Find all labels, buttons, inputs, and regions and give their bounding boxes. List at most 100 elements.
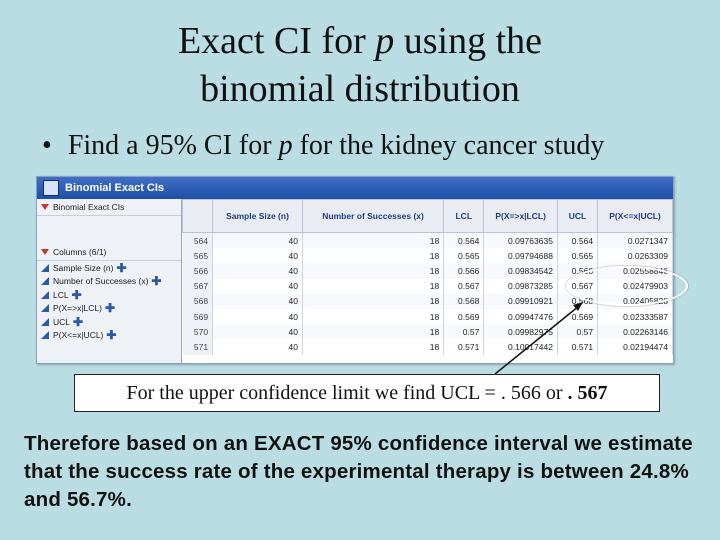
table-cell[interactable]: 0.02333587: [597, 308, 673, 325]
table-row[interactable]: 568 40 18 0.568 0.09910921 0.568 0.02405828: [182, 293, 673, 309]
formula-icon[interactable]: ✚: [104, 301, 116, 316]
left-pane: Binomial Exact CIs Columns (6/1) Sample …: [37, 199, 182, 363]
row-number[interactable]: 568: [182, 293, 214, 309]
disclosure-icon: [41, 249, 49, 255]
row-number[interactable]: 567: [182, 278, 214, 294]
table-row[interactable]: 564 40 18 0.564 0.09763635 0.564 0.0271347: [182, 232, 673, 249]
table-cell[interactable]: 0.569: [557, 308, 599, 325]
slide-title-line1: Exact CI for p using the: [177, 20, 543, 62]
table-cell[interactable]: 0.567: [443, 278, 485, 294]
column-header[interactable]: P(X=>x|LCL): [483, 199, 558, 233]
table-cell[interactable]: 18: [302, 293, 445, 309]
column-header[interactable]: LCL: [443, 199, 485, 233]
column-list-item[interactable]: P(X<=x|UCL) ✚: [37, 329, 181, 343]
column-list-item[interactable]: Number of Successes (x) ✚: [37, 275, 181, 289]
column-list-item[interactable]: UCL ✚: [37, 315, 181, 329]
table-cell[interactable]: 40: [212, 248, 303, 264]
table-cell[interactable]: 0.09763635: [483, 232, 558, 249]
column-list-item[interactable]: Sample Size (n) ✚: [37, 261, 181, 275]
continuous-column-icon: [41, 304, 49, 313]
column-header[interactable]: P(X<=x|UCL): [597, 199, 673, 233]
column-header[interactable]: [181, 199, 214, 233]
table-cell[interactable]: 0.02263146: [597, 324, 673, 340]
table-cell[interactable]: 18: [302, 278, 445, 294]
table-panel-header[interactable]: Binomial Exact CIs: [37, 199, 181, 216]
table-row[interactable]: 569 40 18 0.569 0.09947476 0.569 0.02333587: [182, 308, 673, 325]
callout-box: For the upper confidence limit we find U…: [74, 374, 660, 412]
continuous-column-icon: [41, 317, 49, 326]
table-cell[interactable]: 0.566: [443, 263, 485, 279]
row-number[interactable]: 569: [182, 308, 214, 325]
table-cell[interactable]: 0.09910921: [483, 293, 558, 309]
table-cell[interactable]: 40: [212, 293, 303, 309]
table-body: 564 40 18 0.564 0.09763635 0.564 0.0271347 565 4…: [182, 232, 673, 355]
table-cell[interactable]: 0.09834542: [483, 263, 558, 279]
column-name: LCL: [53, 289, 69, 300]
slide-title-line2: binomial distribution: [200, 68, 520, 110]
column-list-item[interactable]: P(X=>x|LCL) ✚: [37, 302, 181, 316]
formula-icon[interactable]: ✚: [151, 274, 162, 289]
column-list: Sample Size (n) ✚ Number of Successes (x) ✚…: [37, 261, 181, 342]
table-row[interactable]: 571 40 18 0.571 0.10017442 0.571 0.02194474: [182, 339, 673, 355]
data-grid: Sample Size (n) Number of Successes (x) LC…: [181, 199, 673, 363]
row-number[interactable]: 566: [182, 263, 214, 279]
column-name: UCL: [53, 316, 71, 327]
table-cell[interactable]: 0.571: [443, 339, 485, 355]
table-cell[interactable]: 0.09982975: [483, 324, 558, 340]
column-list-item[interactable]: LCL ✚: [37, 288, 181, 302]
table-cell[interactable]: 18: [302, 232, 445, 249]
table-cell[interactable]: 0.02194474: [597, 339, 673, 355]
jmp-window: Binomial Exact CIs Binomial Exact CIs Co…: [36, 176, 674, 364]
column-name: Sample Size (n): [53, 262, 114, 273]
table-cell[interactable]: 0.57: [557, 324, 599, 340]
table-cell[interactable]: 0.09794688: [483, 248, 558, 264]
table-row[interactable]: 565 40 18 0.565 0.09794688 0.565 0.0263309: [182, 248, 673, 264]
column-header[interactable]: Sample Size (n): [212, 199, 303, 233]
table-cell[interactable]: 40: [212, 339, 303, 355]
formula-icon[interactable]: ✚: [73, 314, 84, 329]
table-cell[interactable]: 0.565: [443, 248, 485, 264]
column-header[interactable]: Number of Successes (x): [301, 199, 445, 233]
row-number[interactable]: 564: [182, 232, 214, 249]
table-cell[interactable]: 40: [212, 278, 303, 294]
row-number[interactable]: 565: [182, 248, 214, 264]
table-cell[interactable]: 40: [212, 263, 303, 279]
table-cell[interactable]: 0.57: [443, 324, 485, 340]
continuous-column-icon: [41, 331, 49, 340]
table-cell[interactable]: 18: [302, 339, 445, 355]
table-cell[interactable]: 0.09947476: [483, 308, 558, 325]
disclosure-icon: [41, 204, 49, 210]
table-cell[interactable]: 0.568: [443, 293, 485, 309]
column-name: P(X=>x|LCL): [53, 303, 102, 314]
table-cell[interactable]: 40: [212, 232, 303, 249]
table-cell[interactable]: 0.0271347: [597, 232, 673, 249]
table-cell[interactable]: 0.10017442: [483, 339, 558, 355]
column-name: P(X<=x|UCL): [53, 330, 104, 341]
table-cell[interactable]: 18: [302, 263, 445, 279]
highlight-ellipse: [566, 266, 688, 306]
table-cell[interactable]: 0.569: [443, 308, 485, 325]
formula-icon[interactable]: ✚: [71, 287, 82, 302]
table-cell[interactable]: 0.571: [557, 339, 599, 355]
columns-panel-header[interactable]: Columns (6/1): [37, 244, 181, 261]
table-cell[interactable]: 40: [212, 324, 303, 340]
window-titlebar[interactable]: Binomial Exact CIs: [37, 177, 673, 199]
formula-icon[interactable]: ✚: [116, 260, 127, 275]
column-header[interactable]: UCL: [556, 199, 599, 233]
table-cell[interactable]: 18: [302, 308, 445, 325]
table-cell[interactable]: 0.564: [443, 232, 485, 249]
table-cell[interactable]: 0.565: [557, 248, 599, 264]
table-cell[interactable]: 0.564: [557, 232, 599, 249]
table-row[interactable]: 570 40 18 0.57 0.09982975 0.57 0.02263146: [182, 324, 673, 340]
table-cell[interactable]: 0.09873285: [483, 278, 558, 294]
table-cell[interactable]: 0.0263309: [597, 248, 673, 264]
formula-icon[interactable]: ✚: [106, 328, 117, 343]
row-number[interactable]: 570: [182, 324, 214, 340]
conclusion-text: Therefore based on an EXACT 95% confiden…: [24, 432, 693, 511]
bullet-point: • Find a 95% CI for p for the kidney canc…: [42, 130, 605, 161]
row-number[interactable]: 571: [182, 339, 214, 355]
table-cell[interactable]: 18: [302, 248, 445, 264]
continuous-column-icon: [41, 290, 49, 299]
table-cell[interactable]: 40: [212, 308, 303, 325]
table-cell[interactable]: 18: [302, 324, 445, 340]
